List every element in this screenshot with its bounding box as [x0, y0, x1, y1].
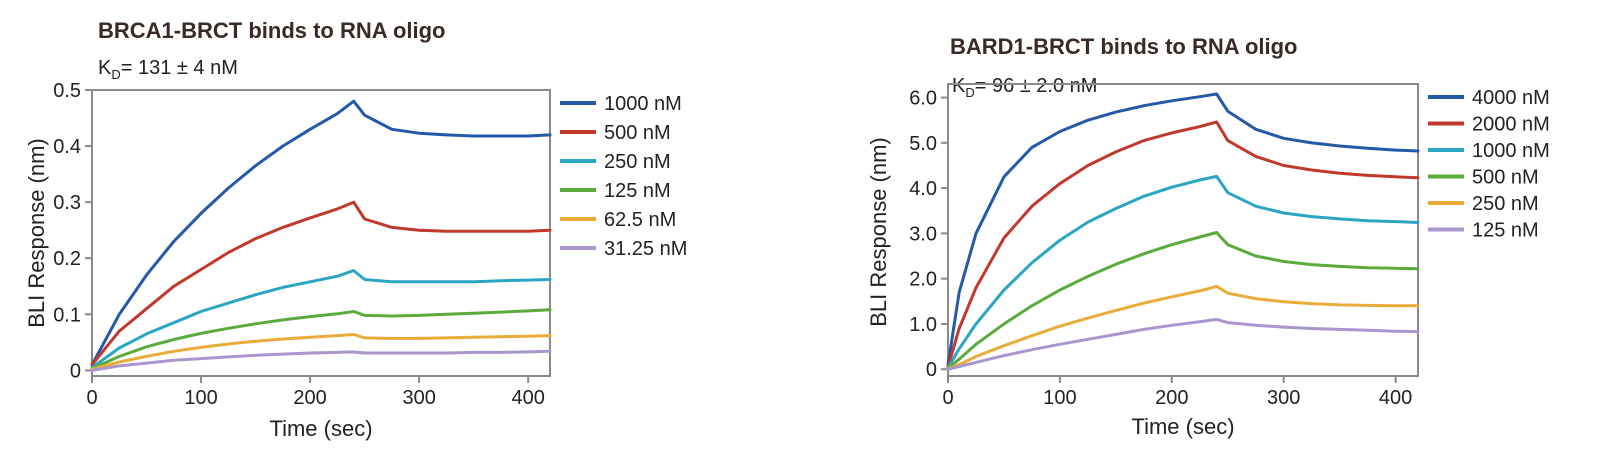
- kd-symbol: K: [98, 57, 112, 79]
- x-tick-label: 300: [1267, 387, 1300, 409]
- series-line-250-nm: [90, 269, 552, 370]
- chart-panel-brca1: BRCA1-BRCT binds to RNA oligo KD= 131 ± …: [24, 18, 687, 441]
- series-line-31-25-nm: [90, 349, 552, 372]
- series-lines: [90, 99, 552, 372]
- kd-text: = 131 ± 4 nM: [121, 57, 238, 79]
- x-axis-label: Time (sec): [269, 416, 372, 441]
- y-tick-label: 6.0: [909, 88, 937, 110]
- series-lines: [946, 92, 1420, 371]
- plot-frame: [91, 89, 551, 377]
- series-line-250-nm: [946, 284, 1420, 371]
- chart-title: BARD1-BRCT binds to RNA oligo: [950, 34, 1297, 59]
- kd-subscript: D: [111, 67, 120, 82]
- x-axis-ticks: 0 100 200 300 400: [942, 376, 1412, 409]
- series-line-62-5-nm: [90, 333, 552, 371]
- legend-label: 250 nM: [1472, 193, 1539, 215]
- series-line-1000-nm: [90, 99, 552, 367]
- kd-text: = 96 ± 2.0 nM: [975, 75, 1098, 97]
- x-tick-label: 200: [293, 387, 326, 409]
- x-tick-label: 200: [1155, 387, 1188, 409]
- legend-label: 500 nM: [1472, 167, 1539, 189]
- series-line-500-nm: [946, 231, 1420, 370]
- chart-title: BRCA1-BRCT binds to RNA oligo: [98, 18, 445, 43]
- y-tick-label: 0.5: [53, 80, 81, 102]
- legend-label: 4000 nM: [1472, 87, 1550, 109]
- y-axis-ticks: 0 1.0 2.0 3.0 4.0 5.0 6.0: [909, 88, 948, 381]
- legend-label: 31.25 nM: [604, 238, 687, 260]
- y-tick-label: 2.0: [909, 269, 937, 291]
- series-line-2000-nm: [946, 120, 1420, 369]
- y-tick-label: 4.0: [909, 178, 937, 200]
- kd-value-label: KD= 131 ± 4 nM: [98, 57, 238, 82]
- x-tick-label: 0: [942, 387, 953, 409]
- series-line-4000-nm: [946, 92, 1420, 367]
- y-axis-ticks: 0 0.1 0.2 0.3 0.4 0.5: [53, 80, 92, 382]
- x-tick-label: 100: [1043, 387, 1076, 409]
- x-tick-label: 300: [402, 387, 435, 409]
- x-axis-ticks: 0 100 200 300 400: [86, 376, 545, 409]
- series-line-125-nm: [90, 308, 552, 371]
- legend-label: 125 nM: [1472, 220, 1539, 242]
- y-tick-label: 1.0: [909, 314, 937, 336]
- kd-subscript: D: [965, 85, 974, 100]
- kd-value-label: KD= 96 ± 2.0 nM: [952, 75, 1097, 100]
- chart-panel-bard1: BARD1-BRCT binds to RNA oligo KD= 96 ± 2…: [866, 34, 1550, 439]
- y-tick-label: 0: [926, 359, 937, 381]
- y-tick-label: 0.3: [53, 192, 81, 214]
- legend-label: 62.5 nM: [604, 209, 676, 231]
- legend: 4000 nM 2000 nM 1000 nM 500 nM 250 nM 125 nM: [1428, 87, 1550, 242]
- legend: 1000 nM 500 nM 250 nM 125 nM 62.5 nM 31.25 nM: [560, 93, 687, 260]
- y-axis-label: BLI Response (nm): [866, 137, 891, 327]
- x-tick-label: 400: [512, 387, 545, 409]
- legend-label: 125 nM: [604, 180, 671, 202]
- series-line-500-nm: [90, 200, 552, 367]
- x-axis-label: Time (sec): [1131, 414, 1234, 439]
- y-tick-label: 0.1: [53, 304, 81, 326]
- x-tick-label: 100: [184, 387, 217, 409]
- x-tick-label: 0: [86, 387, 97, 409]
- y-tick-label: 0: [70, 360, 81, 382]
- plot-frame: [947, 83, 1419, 377]
- x-tick-label: 400: [1379, 387, 1412, 409]
- legend-label: 250 nM: [604, 151, 671, 173]
- series-line-125-nm: [946, 317, 1420, 371]
- legend-label: 1000 nM: [1472, 140, 1550, 162]
- y-tick-label: 0.4: [53, 136, 81, 158]
- y-tick-label: 0.2: [53, 248, 81, 270]
- y-axis-label: BLI Response (nm): [24, 138, 49, 328]
- legend-label: 500 nM: [604, 122, 671, 144]
- y-tick-label: 3.0: [909, 223, 937, 245]
- kd-symbol: K: [952, 75, 966, 97]
- legend-label: 2000 nM: [1472, 114, 1550, 136]
- y-tick-label: 5.0: [909, 133, 937, 155]
- series-line-1000-nm: [946, 174, 1420, 370]
- legend-label: 1000 nM: [604, 93, 682, 115]
